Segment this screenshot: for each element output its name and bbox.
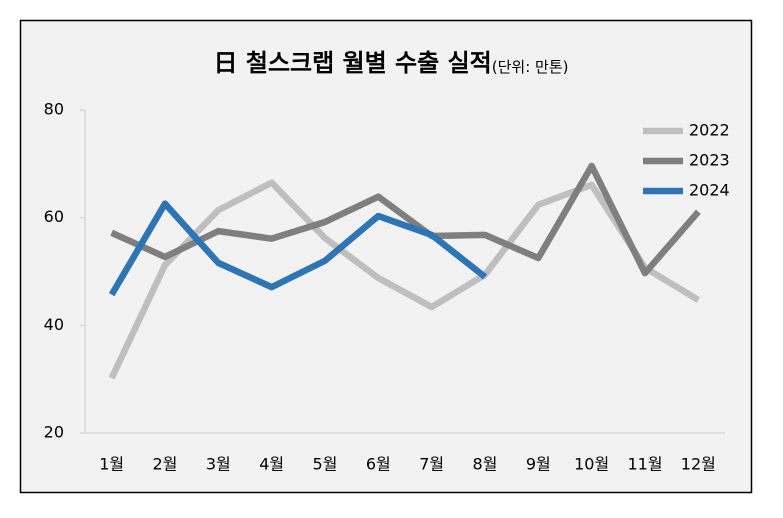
x-tick-label: 12월 — [681, 455, 716, 474]
x-tick-label: 10월 — [574, 455, 609, 474]
y-tick-label: 60 — [44, 207, 64, 226]
x-tick-label: 5월 — [313, 455, 338, 474]
x-tick-label: 2월 — [153, 455, 178, 474]
series-line — [108, 179, 701, 380]
x-tick-label: 4월 — [259, 455, 284, 474]
legend-label: 2023 — [689, 151, 730, 170]
x-tick-label: 6월 — [366, 455, 391, 474]
series-line — [110, 162, 701, 277]
y-tick-label: 40 — [44, 315, 64, 334]
legend-label: 2024 — [689, 181, 730, 200]
title-unit: (단위: 만톤) — [492, 58, 569, 76]
x-tick-label: 8월 — [473, 455, 498, 474]
y-tick-label: 20 — [44, 423, 64, 442]
chart-title: 日 철스크랩 월별 수출 실적(단위: 만톤) — [214, 49, 569, 77]
chart-frame — [19, 19, 753, 494]
legend-label: 2022 — [689, 121, 730, 140]
series-line — [108, 200, 488, 297]
title-main: 日 철스크랩 월별 수출 실적 — [214, 49, 492, 77]
x-tick-label: 9월 — [526, 455, 551, 474]
y-tick-label: 80 — [44, 100, 64, 119]
x-tick-label: 7월 — [419, 455, 444, 474]
x-tick-label: 1월 — [99, 455, 124, 474]
x-tick-label: 3월 — [206, 455, 231, 474]
x-tick-label: 11월 — [627, 455, 662, 474]
